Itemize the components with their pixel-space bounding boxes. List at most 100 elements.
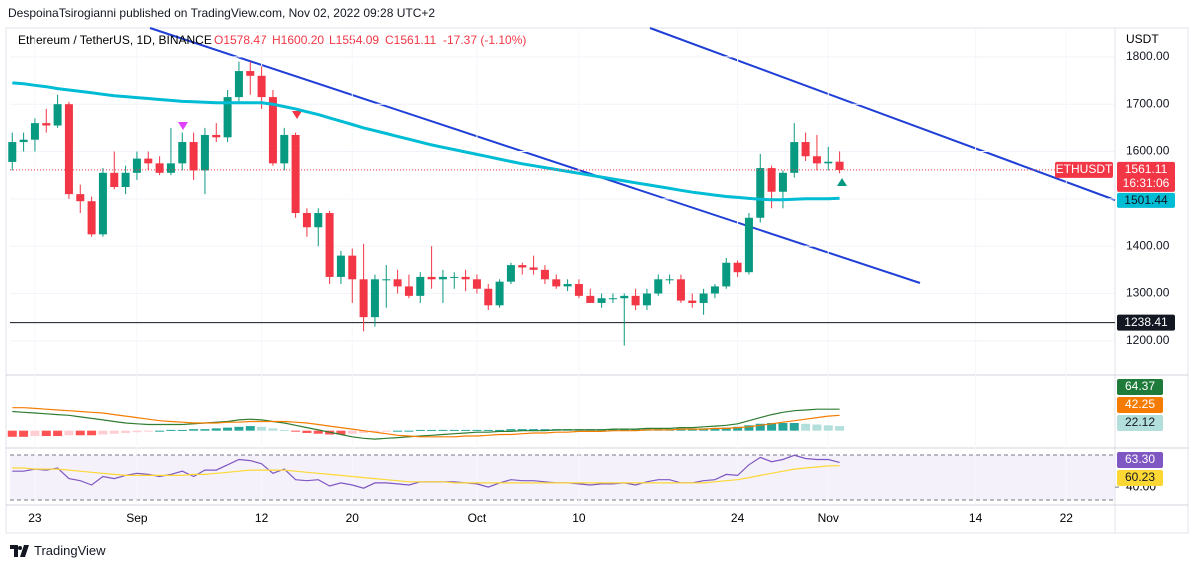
candle-body [472, 279, 481, 289]
price-label: 1561.11 [1125, 162, 1168, 176]
histogram-bar [721, 427, 731, 431]
trend-line [649, 27, 1116, 201]
histogram-bar [257, 426, 267, 431]
x-tick-label: Oct [468, 511, 487, 525]
histogram-bar [415, 429, 425, 431]
histogram-bar [7, 430, 17, 437]
candle-body [427, 276, 436, 280]
histogram-bar [291, 430, 301, 432]
histogram-bar [483, 429, 493, 431]
ohlc-label: H1600.20 [272, 33, 324, 47]
logo-icon [10, 544, 29, 557]
candle-body [42, 123, 51, 126]
histogram-bar [529, 429, 539, 431]
candle-body [257, 75, 266, 98]
histogram-bar [370, 430, 380, 433]
histogram-bar [155, 430, 165, 432]
countdown-label: 16:31:06 [1123, 176, 1170, 190]
moving-average [12, 81, 840, 202]
candle-body [30, 123, 39, 140]
histogram-bar [733, 426, 743, 431]
candle-body [631, 295, 640, 306]
candle-body [53, 104, 62, 126]
value-badge-label: 64.37 [1125, 379, 1155, 393]
candle-body [586, 295, 595, 303]
candle-body [699, 293, 708, 303]
candle-body [484, 288, 493, 306]
histogram-bar [279, 429, 289, 431]
histogram-bar [268, 428, 278, 431]
ma-badge [1117, 192, 1175, 208]
candle-body [110, 172, 119, 188]
level-badge [1117, 314, 1175, 331]
symbol-badge [1055, 161, 1113, 178]
candle-body [155, 163, 164, 173]
candle-body [756, 168, 765, 218]
histogram-bar [121, 430, 131, 433]
logo-text: TradingView [34, 543, 106, 558]
candle-body [710, 286, 719, 294]
histogram-bar [744, 425, 754, 431]
candle-body [824, 161, 833, 164]
x-tick-label: 23 [28, 511, 42, 525]
value-badge [1117, 452, 1163, 468]
candle-body [200, 134, 209, 171]
histogram-bar [234, 426, 244, 431]
candle-body [223, 97, 232, 138]
indicator-line [12, 407, 840, 438]
histogram-bar [427, 429, 437, 431]
histogram-bar [449, 429, 459, 431]
y-tick-label: 1200.00 [1126, 333, 1170, 347]
candle-body [597, 298, 606, 303]
histogram-bar [336, 430, 346, 435]
histogram-bar [835, 426, 845, 431]
histogram-bar [87, 430, 97, 436]
histogram-bar [177, 429, 187, 431]
candle-body [19, 139, 28, 143]
candle-body [76, 194, 85, 202]
candle-body [778, 172, 787, 192]
candle-body [642, 293, 651, 306]
currency-label: USDT [1126, 32, 1159, 46]
candle-body [438, 276, 447, 280]
candle-body [144, 158, 153, 164]
histogram-bar [506, 429, 516, 431]
histogram-bar [347, 430, 357, 434]
candle-body [563, 284, 572, 287]
histogram-bar [517, 429, 527, 431]
indicator-line [12, 465, 840, 484]
candle-body [348, 255, 357, 280]
candle-body [268, 97, 277, 164]
symbol-label: ETHUSDT [1056, 162, 1113, 176]
signal-marker [292, 111, 302, 119]
value-badge-label: 42.25 [1125, 397, 1155, 411]
histogram-bar [619, 429, 629, 431]
signal-marker [837, 178, 847, 186]
histogram-bar [19, 430, 29, 437]
byline: DespoinaTsirogianni published on Trading… [8, 6, 436, 20]
candle-body [790, 142, 799, 173]
candle-body [178, 142, 187, 164]
histogram-bar [710, 428, 720, 431]
histogram-bar [98, 430, 108, 435]
chart-frame [5, 27, 1189, 534]
candle-body [665, 279, 674, 281]
candle-body [166, 163, 175, 173]
value-badge [1117, 470, 1163, 486]
candle-body [608, 298, 617, 300]
y-tick-label: 1800.00 [1126, 49, 1170, 63]
candle-body [212, 134, 221, 138]
value-badge [1117, 379, 1163, 395]
histogram-bar [393, 430, 403, 432]
value-badge-label: 22.12 [1125, 415, 1155, 429]
candle-body [416, 276, 425, 296]
histogram-bar [53, 430, 63, 437]
x-tick-label: 12 [255, 511, 269, 525]
x-tick-label: 22 [1060, 511, 1074, 525]
chart: Ethereum / TetherUS, 1D, BINANCE USDT O1… [5, 27, 1189, 534]
x-tick-label: 20 [346, 511, 360, 525]
y-tick-label: 1700.00 [1126, 96, 1170, 110]
histogram-bar [381, 430, 391, 432]
candle-body [552, 279, 561, 287]
